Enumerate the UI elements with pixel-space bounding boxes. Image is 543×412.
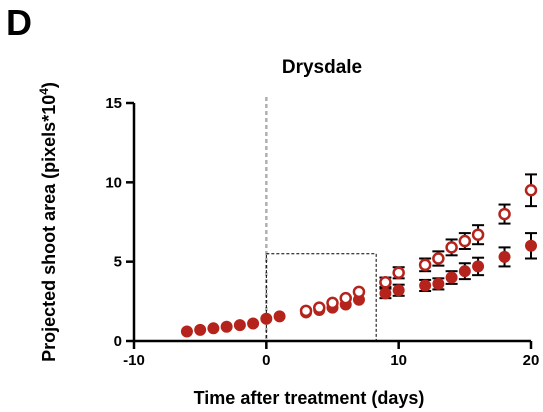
data-point-filled (273, 310, 286, 323)
data-point-filled (419, 279, 432, 292)
data-point-filled (220, 320, 233, 333)
data-point-filled (432, 277, 445, 290)
data-point-open (299, 304, 313, 318)
y-axis-title-sup: 4 (37, 88, 51, 95)
panel-letter: D (6, 2, 32, 43)
data-point-filled (472, 260, 485, 273)
data-point-open (379, 276, 392, 289)
data-point-filled (207, 322, 220, 335)
chart-title: Drysdale (282, 57, 362, 78)
data-point-filled (194, 323, 207, 336)
data-point-filled (233, 319, 246, 332)
data-point-open (352, 285, 366, 299)
data-point-filled (260, 312, 273, 325)
y-tick-label: 15 (105, 95, 122, 112)
data-point-filled (445, 271, 458, 284)
x-axis-title: Time after treatment (days) (194, 388, 425, 408)
data-point-open (471, 228, 485, 241)
y-tick-label: 10 (105, 174, 122, 191)
y-axis-title: Projected shoot area (pixels*104) (37, 82, 59, 362)
data-point-open (445, 241, 458, 254)
x-tick-label: -10 (123, 352, 145, 369)
data-point-filled (247, 317, 260, 330)
data-point-filled (392, 284, 405, 297)
data-point-open (392, 266, 405, 280)
x-tick-label: 20 (523, 352, 540, 369)
data-point-filled (498, 250, 511, 263)
y-axis-title-end: ) (39, 82, 59, 88)
data-point-open (524, 184, 538, 197)
x-tick-label: 10 (390, 352, 407, 369)
data-point-filled (180, 325, 193, 338)
data-point-filled (525, 239, 537, 252)
y-axis-title-main: Projected shoot area (pixels*10 (39, 95, 59, 362)
data-point-open (458, 234, 472, 248)
data-point-filled (458, 265, 471, 278)
data-point-open (498, 207, 511, 221)
data-point-open (326, 296, 339, 310)
x-tick-label: 0 (262, 352, 270, 369)
y-tick-label: 5 (114, 254, 122, 271)
data-point-open (418, 258, 432, 272)
data-point-open (432, 252, 445, 265)
data-point-open (339, 291, 352, 305)
data-point-open (313, 301, 326, 314)
data-point-filled (379, 287, 392, 300)
y-tick-label: 0 (114, 333, 122, 350)
